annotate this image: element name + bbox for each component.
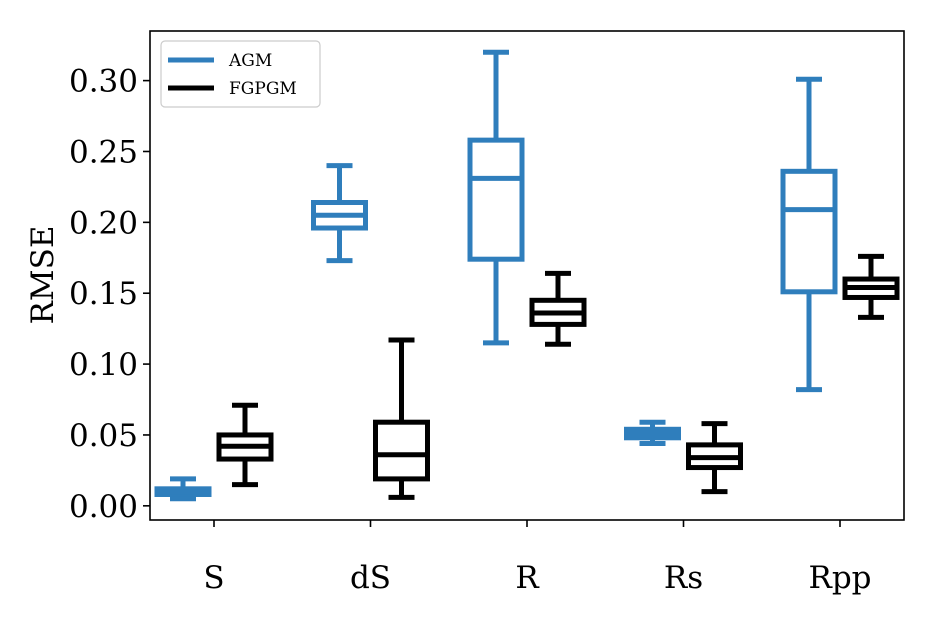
box-iqr [780,168,838,295]
y-tick-label: 0.10 [69,347,138,383]
box-agm-r [467,49,525,346]
box-agm-rs [624,419,681,446]
legend: AGM FGPGM [160,40,321,108]
box-fgpgm-s [216,402,274,488]
box-agm-rpp [780,76,838,393]
box-fgpgm-ds [373,337,430,500]
y-tick-label: 0.25 [69,134,138,170]
box-agm-ds [311,163,368,264]
y-tick-label: 0.30 [69,64,138,100]
x-tick-label: S [203,560,224,596]
y-tick-label: 0.20 [69,205,138,241]
box-iqr [373,419,430,482]
box-agm-s [154,476,212,502]
box-iqr [467,137,525,262]
x-tick-label: Rs [664,560,703,596]
y-tick-label: 0.15 [69,276,138,312]
legend-label-fgpgm: FGPGM [229,79,297,99]
y-tick-label: 0.05 [69,418,138,454]
x-tick-label: Rpp [808,560,871,596]
box-fgpgm-rs [686,421,743,495]
x-tick-label: dS [350,560,391,596]
box-fgpgm-r [529,270,587,347]
box-fgpgm-rpp [842,253,900,320]
y-axis-label: RMSE [25,226,61,325]
legend-label-agm: AGM [228,51,272,71]
plot-marks [154,49,900,502]
axes: 0.00 0.05 0.10 0.15 0.20 0.25 0.30 S dS R Rs Rpp RMS… [25,30,905,596]
x-tick-label: R [515,560,540,596]
y-tick-label: 0.00 [69,489,138,525]
